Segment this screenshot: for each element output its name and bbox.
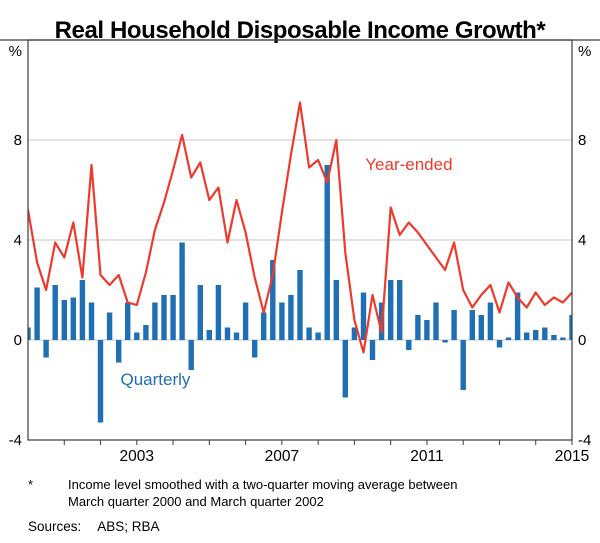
quarterly-bar — [451, 310, 457, 340]
plot-frame — [27, 39, 573, 441]
quarterly-bar — [161, 295, 167, 340]
y-axis-label-left: 8 — [14, 132, 22, 149]
quarterly-bar — [424, 320, 430, 340]
chart-canvas: -4 -4 0 0 4 4 8 8% % 2003 2007 2011 2015 Year-ended Qu… — [0, 39, 600, 465]
quarterly-bars-series — [28, 165, 572, 423]
y-axis-label-right: -4 — [578, 432, 591, 449]
quarterly-bar — [288, 295, 294, 340]
quarterly-bar — [224, 327, 231, 340]
quarterly-bar — [43, 340, 49, 358]
quarterly-bar — [125, 302, 131, 340]
quarterly-bar — [397, 280, 403, 340]
quarterly-bar — [306, 327, 312, 340]
quarterly-bar — [52, 285, 58, 340]
sources-text: ABS; RBA — [97, 519, 160, 534]
y-axis-label-left: 4 — [14, 232, 22, 249]
quarterly-bar — [351, 327, 358, 340]
quarterly-bar — [34, 287, 40, 340]
year-ended-line — [28, 101, 572, 354]
quarterly-bar — [533, 330, 539, 340]
quarterly-bar — [342, 340, 348, 398]
quarterly-bar — [551, 335, 557, 340]
footnote-marker: * — [28, 477, 34, 492]
quarterly-bar — [496, 340, 503, 348]
quarterly-bar — [79, 280, 86, 340]
quarterly-bar — [460, 340, 466, 390]
sources: Sources: ABS; RBA — [28, 519, 160, 534]
x-axis-label: 2003 — [120, 448, 154, 465]
quarterly-bar — [252, 340, 258, 358]
x-axis-label: 2007 — [265, 448, 299, 465]
y-axis-label-left: 0 — [14, 332, 22, 349]
quarterly-bar — [188, 340, 194, 370]
quarterly-bar — [233, 332, 240, 340]
quarterly-bar — [505, 337, 512, 340]
quarterly-bar — [88, 302, 95, 340]
quarterly-bar — [315, 332, 321, 340]
quarterly-bar — [152, 302, 158, 340]
quarterly-bar — [487, 302, 494, 340]
quarterly-bar — [70, 297, 76, 340]
quarterly-bar — [28, 327, 31, 340]
series-label-year-ended: Year-ended — [365, 155, 452, 174]
sources-label: Sources: — [28, 519, 82, 534]
quarterly-bar — [369, 340, 376, 360]
footnote: * Income level smoothed with a two-quart… — [28, 477, 568, 510]
quarterly-bar — [324, 165, 330, 340]
y-axis-label-right: 8 — [578, 132, 586, 149]
quarterly-bar — [143, 325, 149, 340]
y-axis-label-left: -4 — [9, 432, 22, 449]
quarterly-bar — [542, 327, 548, 340]
x-axis-label: 2015 — [555, 448, 589, 465]
quarterly-bar — [415, 315, 421, 340]
percent-label-right: % — [578, 43, 591, 60]
quarterly-bar — [61, 300, 67, 340]
quarterly-bar — [360, 292, 367, 340]
quarterly-bar — [270, 260, 276, 340]
quarterly-bar — [170, 295, 176, 340]
quarterly-bar — [297, 270, 303, 340]
quarterly-bar — [134, 332, 140, 340]
quarterly-bar — [442, 340, 448, 343]
quarterly-bar — [242, 302, 249, 340]
y-axis-label-right: 4 — [578, 232, 586, 249]
quarterly-bar — [97, 340, 104, 423]
quarterly-bar — [279, 302, 285, 340]
quarterly-bar — [215, 285, 222, 340]
footnote-text: Income level smoothed with a two-quarter… — [68, 477, 458, 509]
quarterly-bar — [524, 332, 530, 340]
quarterly-bar — [206, 330, 212, 340]
quarterly-bar — [106, 312, 113, 340]
quarterly-bar — [333, 280, 339, 340]
quarterly-bar — [116, 340, 122, 363]
quarterly-bar — [514, 292, 521, 340]
quarterly-bar — [388, 280, 394, 340]
series-label-quarterly: Quarterly — [120, 370, 190, 389]
quarterly-bar — [469, 310, 475, 340]
quarterly-bar — [197, 285, 203, 340]
quarterly-bar — [406, 340, 412, 350]
quarterly-bar — [478, 315, 484, 340]
quarterly-bar — [179, 242, 185, 340]
quarterly-bar — [569, 315, 572, 340]
y-axis-label-right: 0 — [578, 332, 586, 349]
quarterly-bar — [261, 312, 267, 340]
quarterly-bar — [560, 337, 566, 340]
x-axis-label: 2011 — [410, 448, 443, 465]
quarterly-bar — [433, 302, 439, 340]
percent-label-left: % — [9, 43, 22, 60]
